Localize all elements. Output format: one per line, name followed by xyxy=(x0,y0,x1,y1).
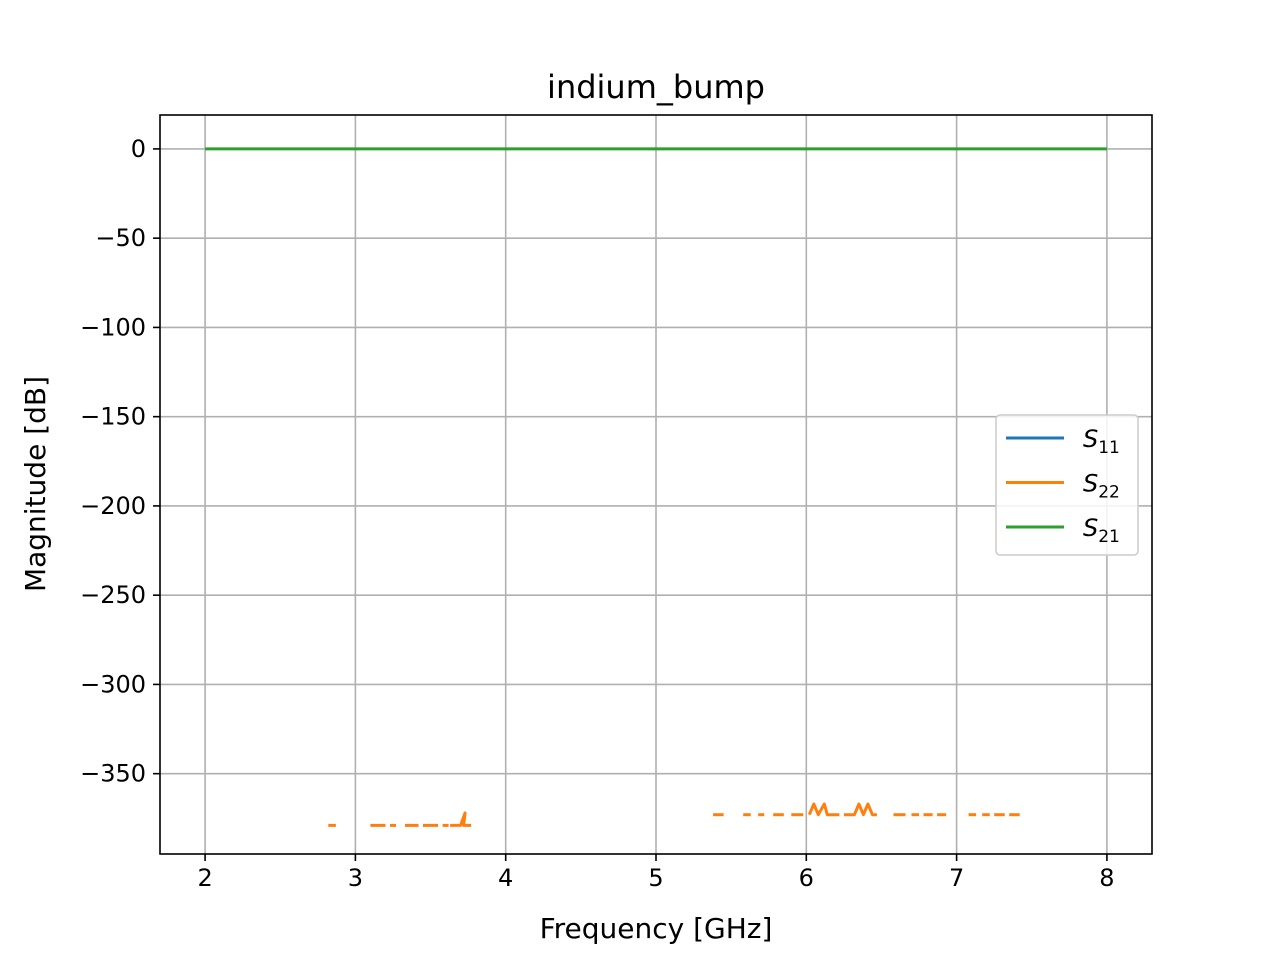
x-tick-label: 4 xyxy=(498,864,513,892)
legend-label-s22: S22 xyxy=(1083,470,1120,503)
plot-series xyxy=(205,147,1107,827)
y-tick-label: −200 xyxy=(80,492,146,520)
legend-label-s11: S11 xyxy=(1083,425,1120,458)
x-tick-label: 6 xyxy=(799,864,814,892)
x-tick-label: 8 xyxy=(1099,864,1114,892)
y-tick-label: −150 xyxy=(80,403,146,431)
x-tick-label: 2 xyxy=(197,864,212,892)
legend: S11 S22 S21 xyxy=(995,414,1139,556)
x-tick-label: 7 xyxy=(949,864,964,892)
grid xyxy=(160,115,1152,854)
x-tick-label: 5 xyxy=(648,864,663,892)
series-line-s22 xyxy=(843,802,877,817)
series-line-s22 xyxy=(807,802,840,817)
legend-box xyxy=(995,414,1139,556)
chart-title: indium_bump xyxy=(547,68,765,106)
y-tick-label: −350 xyxy=(80,760,146,788)
x-tick-label: 3 xyxy=(348,864,363,892)
y-tick-label: 0 xyxy=(131,135,146,163)
legend-label-s21: S21 xyxy=(1083,514,1120,547)
x-axis-title: Frequency [GHz] xyxy=(540,912,773,945)
y-axis-title: Magnitude [dB] xyxy=(19,376,52,592)
y-tick-label: −250 xyxy=(80,581,146,609)
y-tick-label: −50 xyxy=(95,224,146,252)
y-tick-label: −300 xyxy=(80,670,146,698)
y-tick-label: −100 xyxy=(80,313,146,341)
axis-ticks: 2 3 4 5 6 7 8 0 −50 −100 −150 −200 −250 −300 −350 xyxy=(80,135,1114,892)
series-line-s22 xyxy=(450,811,472,827)
series-s22 xyxy=(328,802,1020,827)
